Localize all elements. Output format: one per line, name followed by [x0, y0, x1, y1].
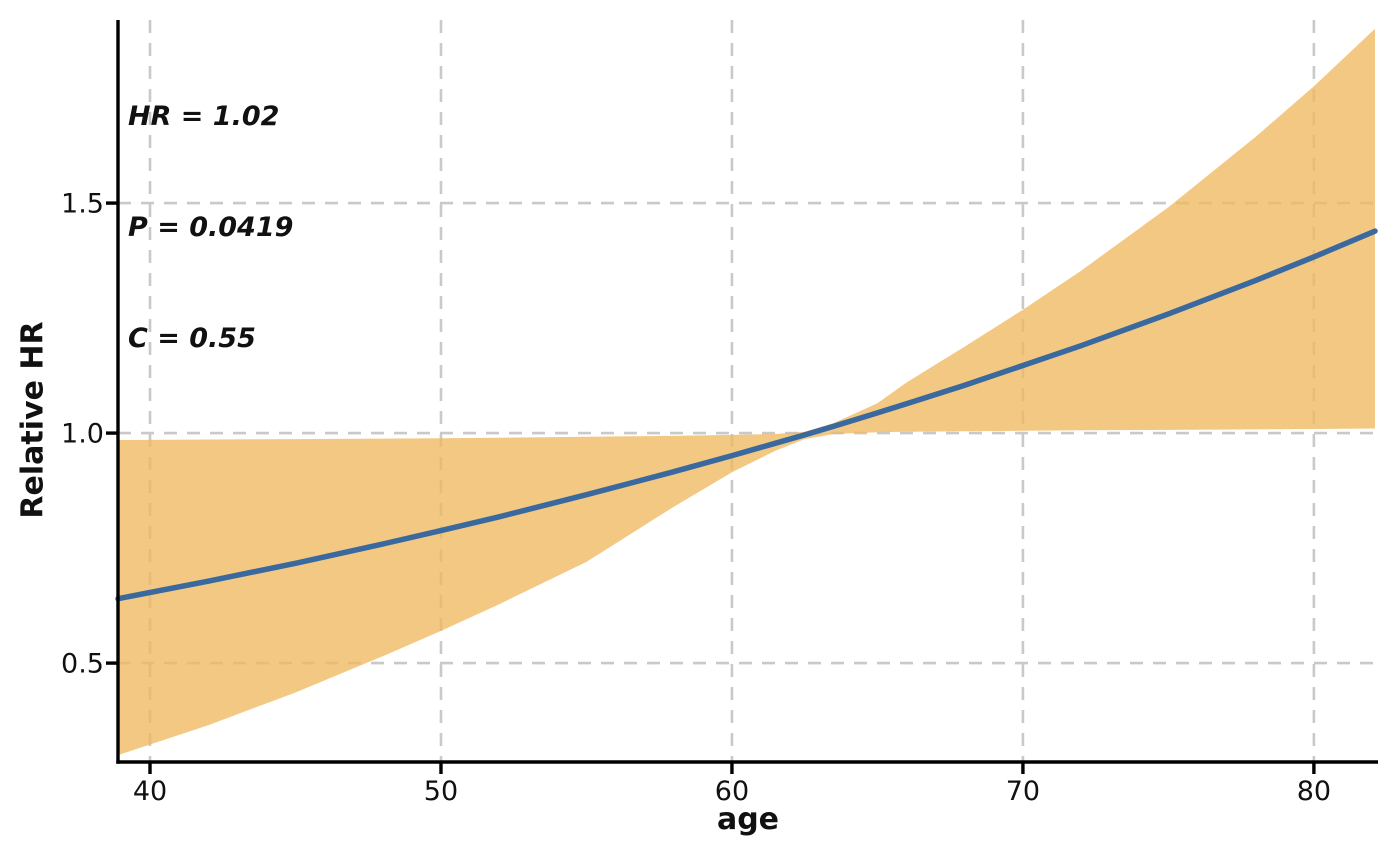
y-tick-label-0.5: 0.5 [61, 649, 104, 680]
x-axis-label: age [716, 802, 780, 837]
y-axis-label: Relative HR [15, 321, 51, 519]
relative-hr-line [115, 228, 1378, 602]
x-tick-label-60: 60 [715, 776, 749, 807]
x-tick-label-80: 80 [1297, 776, 1331, 807]
x-tick-label-50: 50 [424, 776, 458, 807]
stats-c-index: C = 0.55 [128, 323, 256, 354]
stats-p-value: P = 0.0419 [128, 212, 294, 243]
confidence-band [118, 28, 1375, 756]
stats-hr: HR = 1.02 [128, 101, 280, 132]
stats-annotation: HR = 1.02 P = 0.0419 C = 0.55 [128, 24, 293, 431]
y-tick-label-1.5: 1.5 [61, 189, 104, 220]
y-tick-label-1: 1.0 [61, 419, 104, 450]
x-tick-label-70: 70 [1006, 776, 1040, 807]
x-tick-label-40: 40 [133, 776, 167, 807]
